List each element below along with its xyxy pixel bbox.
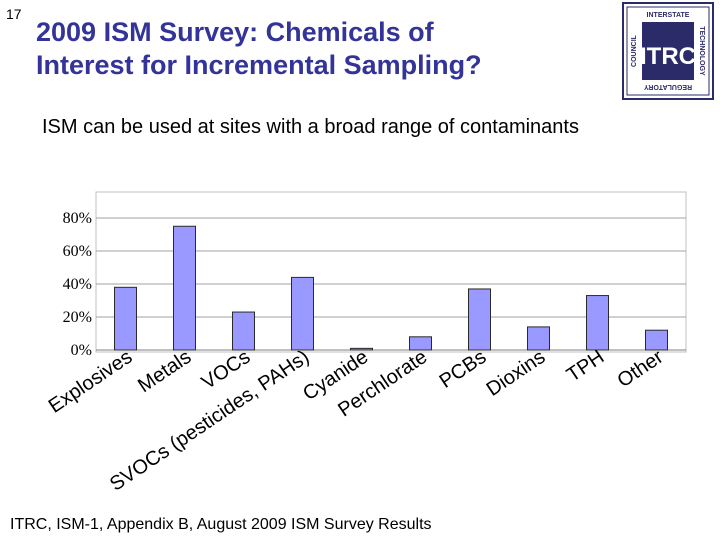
- itrc-logo: ITRC INTERSTATE REGULATORY COUNCIL TECHN…: [622, 2, 714, 100]
- bar-5: [409, 336, 432, 351]
- bar-4: [350, 347, 373, 351]
- bar-6: [468, 288, 491, 351]
- logo-ring-left: COUNCIL: [631, 34, 638, 67]
- x-tick-label: Metals: [134, 346, 195, 397]
- y-tick-label: 20%: [63, 309, 92, 326]
- logo-text: ITRC: [640, 43, 696, 70]
- y-tick-label: 60%: [63, 243, 92, 260]
- bar-9: [645, 329, 668, 351]
- y-tick-label: 0%: [71, 342, 92, 359]
- logo-ring-right: TECHNOLOGY: [698, 26, 705, 76]
- title-line-2: Interest for Incremental Sampling?: [36, 50, 482, 80]
- x-tick-label: Other: [614, 346, 668, 392]
- bar-0: [114, 286, 137, 351]
- bar-7: [527, 326, 550, 351]
- bar-1: [173, 225, 196, 351]
- y-tick-label: 40%: [63, 276, 92, 293]
- title-line-1: 2009 ISM Survey: Chemicals of: [36, 17, 434, 47]
- bar-3: [291, 276, 314, 351]
- bar-8: [586, 295, 609, 351]
- slide-subtitle: ISM can be used at sites with a broad ra…: [42, 116, 579, 138]
- logo-ring-top: INTERSTATE: [647, 12, 690, 19]
- x-tick-label: Dioxins: [483, 346, 550, 401]
- logo-ring-bottom: REGULATORY: [644, 83, 692, 90]
- x-tick-label: PCBs: [436, 346, 491, 393]
- slide-title: 2009 ISM Survey: Chemicals of Interest f…: [36, 16, 596, 82]
- y-tick-label: 80%: [63, 210, 92, 227]
- slide-number: 17: [6, 6, 22, 22]
- bar-2: [232, 311, 255, 351]
- source-citation: ITRC, ISM-1, Appendix B, August 2009 ISM…: [10, 516, 432, 533]
